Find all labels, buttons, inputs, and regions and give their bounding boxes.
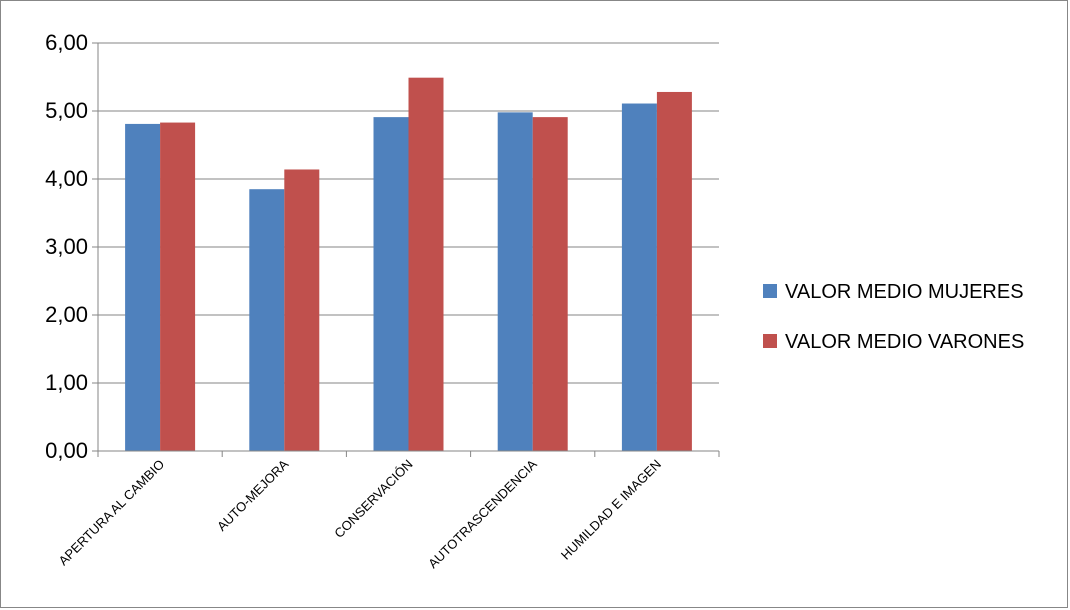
- bar-mujeres: [621, 103, 657, 452]
- x-category-label: AUTO-MEJORA: [214, 456, 292, 534]
- y-tick-label: 5,00: [45, 98, 88, 123]
- x-category-label: AUTOTRASCENDENCIA: [425, 456, 540, 571]
- bar-mujeres: [373, 117, 409, 452]
- x-category-label: HUMILDAD E IMAGEN: [558, 457, 664, 563]
- bar-mujeres: [249, 189, 285, 451]
- axes: [92, 42, 720, 457]
- legend-label: VALOR MEDIO MUJERES: [785, 281, 1024, 303]
- bar-mujeres: [497, 112, 533, 452]
- legend-label: VALOR MEDIO VARONES: [785, 331, 1024, 353]
- y-tick-label: 4,00: [45, 166, 88, 191]
- bar-varones: [408, 77, 444, 452]
- bar-varones: [284, 169, 320, 452]
- x-category-label: APERTURA AL CAMBIO: [55, 457, 167, 569]
- x-axis-category-labels: APERTURA AL CAMBIO AUTO-MEJORA CONSERVACIÓ…: [55, 456, 664, 571]
- bar-varones: [532, 117, 568, 452]
- bar-varones: [656, 91, 692, 452]
- legend: VALOR MEDIO MUJERES VALOR MEDIO VARONES: [763, 281, 1024, 353]
- y-tick-label: 2,00: [45, 302, 88, 327]
- bars: [125, 77, 692, 452]
- x-category-label: CONSERVACIÓN: [331, 457, 415, 541]
- y-tick-label: 1,00: [45, 370, 88, 395]
- y-tick-label: 3,00: [45, 234, 88, 259]
- y-tick-label: 6,00: [45, 30, 88, 55]
- y-axis-tick-labels: 0,00 1,00 2,00 3,00 4,00 5,00 6,00: [45, 30, 88, 463]
- y-tick-label: 0,00: [45, 438, 88, 463]
- legend-swatch: [763, 284, 777, 298]
- bar-mujeres: [125, 123, 161, 452]
- bar-varones: [160, 122, 196, 451]
- legend-swatch: [763, 334, 777, 348]
